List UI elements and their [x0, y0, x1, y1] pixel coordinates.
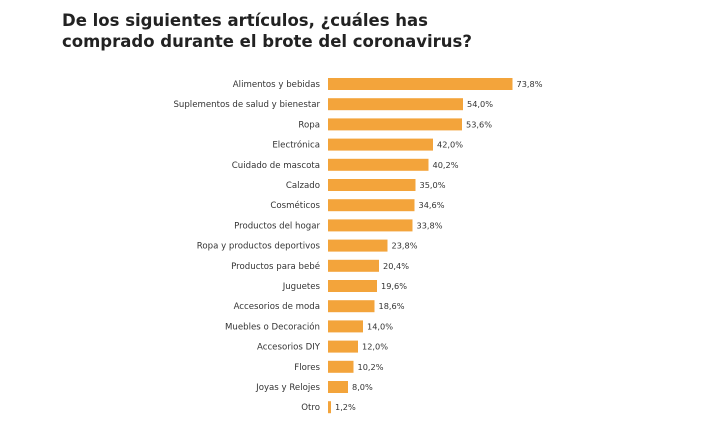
bar: [328, 199, 415, 212]
bar: [328, 98, 463, 111]
category-label: Juguetes: [282, 282, 321, 292]
bar: [328, 118, 462, 131]
value-label: 54,0%: [467, 99, 493, 109]
category-label: Accesorios DIY: [257, 343, 321, 353]
category-label: Flores: [294, 363, 320, 373]
category-label: Electrónica: [272, 140, 320, 151]
bars-group: Alimentos y bebidas 73,8% Suplementos de s…: [173, 78, 543, 414]
bar: [328, 280, 377, 292]
category-label: Ropa y productos deportivos: [197, 242, 321, 252]
value-label: 33,8%: [417, 220, 443, 230]
value-label: 12,0%: [362, 342, 388, 352]
bar: [328, 78, 513, 90]
category-label: Ropa: [298, 120, 320, 130]
value-label: 14,0%: [367, 321, 393, 331]
bar: [328, 259, 379, 272]
value-label: 19,6%: [381, 281, 407, 291]
category-label: Alimentos y bebidas: [233, 80, 321, 90]
bar: [328, 360, 354, 373]
bar: [328, 401, 331, 414]
category-label: Productos del hogar: [234, 221, 320, 231]
chart-title-line-2: comprado durante el brote del coronaviru…: [62, 32, 472, 51]
value-label: 73,8%: [517, 79, 543, 89]
chart-title-line-1: De los siguientes artículos, ¿cuáles has: [62, 11, 428, 30]
value-label: 35,0%: [420, 180, 446, 190]
value-label: 10,2%: [358, 362, 384, 372]
category-label: Cosméticos: [270, 200, 320, 211]
bar: [328, 138, 433, 151]
value-label: 40,2%: [433, 160, 459, 170]
category-label: Joyas y Relojes: [255, 383, 320, 393]
category-label: Calzado: [286, 181, 320, 191]
bar: [328, 219, 413, 232]
category-label: Muebles o Decoración: [225, 321, 320, 332]
value-label: 20,4%: [383, 261, 409, 271]
bar: [328, 340, 358, 353]
value-label: 42,0%: [437, 140, 463, 150]
value-label: 1,2%: [335, 402, 356, 412]
bar: [328, 381, 348, 393]
value-label: 18,6%: [379, 301, 405, 311]
category-label: Productos para bebé: [231, 261, 320, 272]
category-label: Cuidado de mascota: [232, 161, 320, 171]
value-label: 23,8%: [392, 241, 418, 251]
bar: [328, 300, 375, 313]
bar: [328, 158, 429, 171]
chart-title: De los siguientes artículos, ¿cuáles has…: [62, 10, 622, 52]
bar: [328, 179, 416, 191]
value-label: 8,0%: [352, 382, 373, 392]
bar: [328, 320, 363, 333]
value-label: 53,6%: [466, 119, 492, 129]
category-label: Otro: [301, 403, 320, 413]
value-label: 34,6%: [419, 200, 445, 210]
category-label: Accesorios de moda: [234, 302, 320, 312]
category-label: Suplementos de salud y bienestar: [173, 100, 320, 110]
bar: [328, 239, 388, 252]
